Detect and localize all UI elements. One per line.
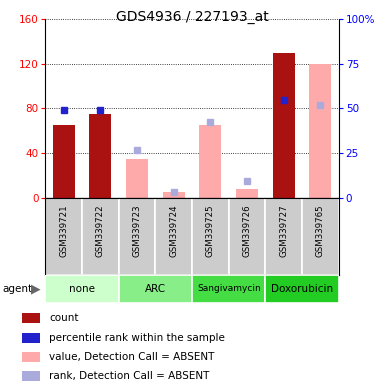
Bar (192, 198, 229, 275)
Text: ▶: ▶ (31, 283, 40, 295)
Text: count: count (49, 313, 79, 323)
Bar (273, 53, 295, 198)
Bar (163, 192, 185, 198)
Bar (22, 313, 40, 323)
Text: GSM339727: GSM339727 (279, 204, 288, 257)
Text: Doxorubicin: Doxorubicin (271, 284, 333, 294)
Bar (45, 198, 82, 275)
Bar (302, 198, 339, 275)
Text: ARC: ARC (145, 284, 166, 294)
Bar (156, 198, 192, 275)
Text: GSM339725: GSM339725 (206, 204, 215, 257)
Text: agent: agent (2, 284, 32, 294)
Bar (119, 198, 156, 275)
Text: GDS4936 / 227193_at: GDS4936 / 227193_at (116, 10, 269, 23)
Text: GSM339765: GSM339765 (316, 204, 325, 257)
Bar (126, 159, 148, 198)
Text: rank, Detection Call = ABSENT: rank, Detection Call = ABSENT (49, 371, 210, 381)
Bar (82, 198, 119, 275)
Text: GSM339723: GSM339723 (132, 204, 142, 257)
Text: percentile rank within the sample: percentile rank within the sample (49, 333, 225, 343)
Text: GSM339726: GSM339726 (243, 204, 252, 257)
Bar (89, 114, 111, 198)
Bar (236, 189, 258, 198)
Text: GSM339724: GSM339724 (169, 204, 178, 257)
Text: Sangivamycin: Sangivamycin (197, 285, 261, 293)
Bar (310, 64, 331, 198)
Bar (53, 125, 75, 198)
Text: none: none (69, 284, 95, 294)
Bar (229, 198, 266, 275)
Bar (45, 275, 119, 303)
Text: GSM339721: GSM339721 (59, 204, 68, 257)
Bar (199, 125, 221, 198)
Bar (119, 275, 192, 303)
Bar (266, 275, 339, 303)
Bar (22, 352, 40, 362)
Bar (22, 333, 40, 343)
Text: GSM339722: GSM339722 (96, 204, 105, 257)
Bar (22, 371, 40, 381)
Text: value, Detection Call = ABSENT: value, Detection Call = ABSENT (49, 352, 215, 362)
Bar (266, 198, 302, 275)
Bar (192, 275, 266, 303)
